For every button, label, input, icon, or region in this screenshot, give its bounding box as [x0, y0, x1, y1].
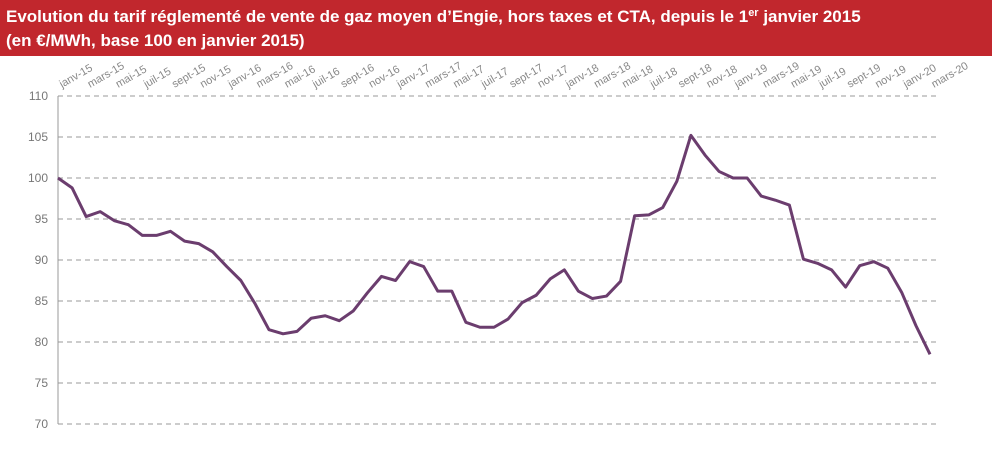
chart-subtitle: (en €/MWh, base 100 en janvier 2015) — [6, 31, 305, 50]
y-tick-label: 90 — [35, 253, 49, 267]
y-tick-label: 85 — [35, 294, 49, 308]
y-tick-label: 70 — [35, 417, 49, 431]
chart-title: Evolution du tarif réglementé de vente d… — [6, 7, 861, 26]
y-tick-label: 75 — [35, 376, 49, 390]
y-tick-label: 80 — [35, 335, 49, 349]
title-part: Evolution du tarif réglementé de vente d… — [6, 7, 748, 26]
x-tick-label: mars-20 — [930, 60, 971, 91]
y-tick-label: 95 — [35, 212, 49, 226]
title-banner — [0, 0, 992, 56]
y-tick-label: 105 — [28, 130, 48, 144]
title-part: janvier 2015 — [759, 7, 861, 26]
y-tick-label: 110 — [29, 89, 48, 103]
title-superscript: er — [748, 7, 759, 19]
y-tick-label: 100 — [28, 171, 48, 185]
line — [57, 133, 932, 355]
